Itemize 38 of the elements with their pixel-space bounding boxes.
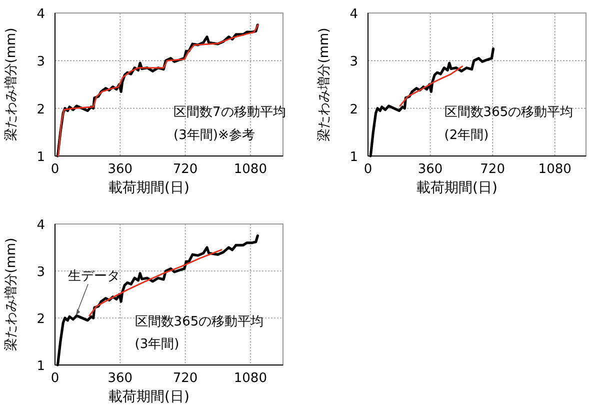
x-axis-title: 載荷期間(日): [108, 180, 190, 196]
y-tick-label: 3: [36, 265, 45, 280]
annotation: (3年間)※参考: [174, 128, 255, 143]
y-tick-label: 3: [36, 54, 45, 70]
x-axis-title: 載荷期間(日): [108, 389, 190, 405]
x-tick-label: 360: [108, 371, 133, 386]
y-tick-label: 4: [36, 7, 45, 22]
annotation: 区間数365の移動平均: [134, 314, 264, 330]
y-axis-title: 梁たわみ増分(mm): [3, 28, 19, 142]
x-tick-label: 360: [108, 162, 133, 177]
annotation: 区間数365の移動平均: [444, 104, 574, 120]
x-tick-label: 720: [172, 162, 198, 177]
x-tick-label: 1080: [234, 371, 267, 386]
y-tick-label: 4: [350, 7, 358, 22]
annotation: 区間数7の移動平均: [174, 104, 286, 120]
annotation: (3年間): [134, 337, 180, 352]
x-tick-label: 720: [172, 371, 198, 386]
x-tick-label: 0: [50, 162, 60, 177]
x-tick-label: 0: [50, 371, 60, 386]
annotation: 生データ: [68, 269, 120, 284]
y-tick-label: 1: [36, 359, 45, 374]
y-axis-title: 梁たわみ増分(mm): [3, 238, 19, 352]
x-tick-label: 0: [364, 162, 372, 177]
y-tick-label: 2: [350, 102, 358, 118]
x-tick-label: 360: [418, 162, 443, 177]
y-axis-title: 梁たわみ増分(mm): [316, 28, 332, 142]
x-tick-label: 1080: [234, 162, 267, 177]
y-tick-label: 1: [36, 150, 45, 165]
x-tick-label: 1080: [538, 162, 572, 177]
y-tick-label: 2: [36, 102, 45, 118]
y-tick-label: 2: [36, 312, 45, 327]
y-tick-label: 4: [36, 218, 45, 233]
x-axis-title: 載荷期間(日): [416, 180, 498, 196]
y-tick-label: 3: [350, 54, 358, 70]
x-tick-label: 720: [480, 162, 505, 177]
y-tick-label: 1: [350, 150, 358, 165]
annotation: (2年間): [444, 128, 489, 143]
line-series: [399, 66, 464, 107]
